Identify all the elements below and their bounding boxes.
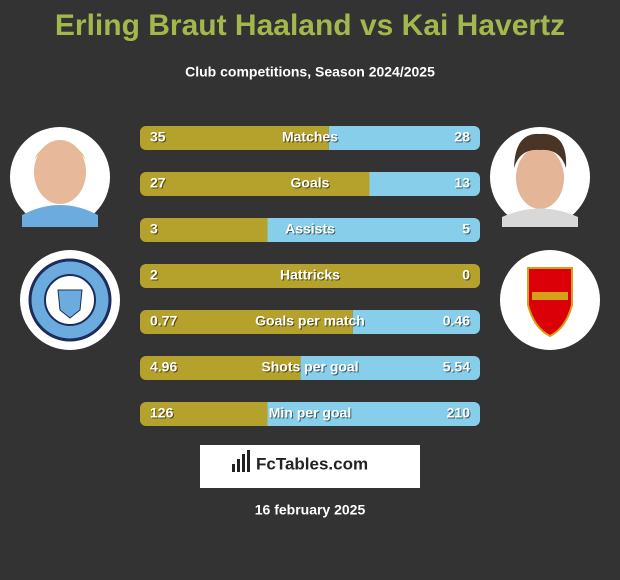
brand: FcTables.com: [256, 454, 368, 473]
bar-row: [140, 402, 480, 426]
bar-row: [140, 310, 480, 334]
bar-right: [300, 356, 480, 380]
brand-box: [200, 445, 420, 488]
subtitle: Club competitions, Season 2024/2025: [185, 64, 435, 80]
bar-left: [140, 172, 370, 196]
club-left-logo: [20, 250, 120, 350]
category-label: Matches: [282, 129, 338, 145]
right-value: 28: [454, 129, 470, 145]
left-value: 2: [150, 267, 158, 283]
bar-right: [267, 402, 480, 426]
bar-left: [140, 126, 329, 150]
left-value: 0.77: [150, 313, 177, 329]
bar-right: [352, 310, 480, 334]
right-value: 0: [462, 267, 470, 283]
player-left-photo: [10, 127, 110, 227]
club-right-logo: [500, 250, 600, 350]
bar-right: [328, 126, 480, 150]
bar-row: [140, 172, 480, 196]
category-label: Shots per goal: [261, 359, 358, 375]
bar-row: [140, 126, 480, 150]
bar-left: [140, 402, 268, 426]
left-value: 35: [150, 129, 166, 145]
bar-row: [140, 264, 480, 288]
right-value: 5.54: [443, 359, 470, 375]
category-label: Goals per match: [255, 313, 365, 329]
left-value: 27: [150, 175, 166, 191]
right-value: 0.46: [443, 313, 470, 329]
right-value: 5: [462, 221, 470, 237]
bar-row: [140, 356, 480, 380]
brand-icon: [232, 450, 250, 472]
category-label: Hattricks: [280, 267, 340, 283]
bar-row: [140, 218, 480, 242]
comparison-bars: 35 Matches 28 27 Goals 13 3 Assists 5 2 Hattricks 0…: [140, 126, 480, 426]
right-value: 13: [454, 175, 470, 191]
left-value: 126: [150, 405, 174, 421]
player-right-photo: [490, 127, 590, 227]
bar-right: [267, 218, 480, 242]
category-label: Assists: [285, 221, 335, 237]
category-label: Min per goal: [269, 405, 351, 421]
right-value: 210: [447, 405, 471, 421]
left-value: 4.96: [150, 359, 177, 375]
title: Erling Braut Haaland vs Kai Havertz: [55, 9, 565, 42]
bar-left: [140, 356, 301, 380]
category-label: Goals: [291, 175, 330, 191]
bar-left: [140, 264, 480, 288]
date: 16 february 2025: [255, 502, 366, 518]
left-value: 3: [150, 221, 158, 237]
bar-left: [140, 310, 353, 334]
bar-right: [369, 172, 480, 196]
bar-left: [140, 218, 268, 242]
